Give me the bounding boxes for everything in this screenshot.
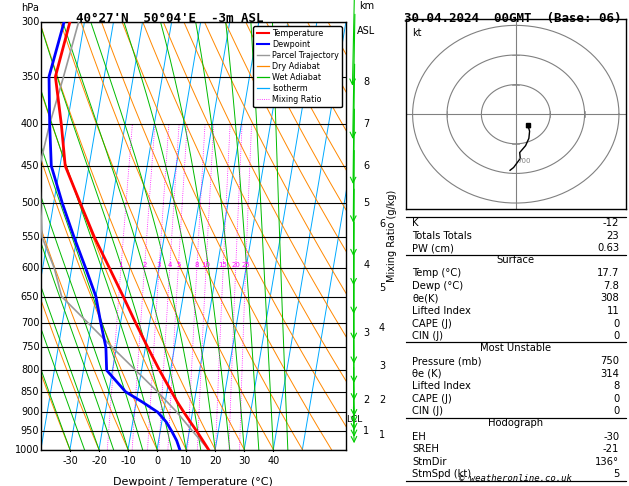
Text: 800: 800 bbox=[21, 365, 40, 375]
Text: kt: kt bbox=[413, 28, 422, 38]
Text: 11: 11 bbox=[606, 306, 619, 316]
Text: 8: 8 bbox=[194, 262, 199, 268]
Text: 8: 8 bbox=[613, 382, 619, 391]
Text: 0: 0 bbox=[154, 456, 160, 466]
Text: CIN (J): CIN (J) bbox=[413, 331, 443, 341]
Text: 0: 0 bbox=[613, 319, 619, 329]
Text: 314: 314 bbox=[600, 369, 619, 379]
Text: hPa: hPa bbox=[21, 3, 40, 13]
Text: 10: 10 bbox=[180, 456, 192, 466]
Text: 950: 950 bbox=[21, 426, 40, 436]
Text: 400: 400 bbox=[21, 119, 40, 129]
Text: PW (cm): PW (cm) bbox=[413, 243, 454, 253]
Text: 600: 600 bbox=[21, 263, 40, 273]
Text: θe(K): θe(K) bbox=[413, 294, 438, 303]
Text: Temp (°C): Temp (°C) bbox=[413, 268, 462, 278]
Text: -21: -21 bbox=[603, 444, 619, 454]
Text: LCL: LCL bbox=[347, 416, 363, 424]
Text: -12: -12 bbox=[603, 218, 619, 228]
Text: 4: 4 bbox=[364, 260, 369, 270]
Text: Hodograph: Hodograph bbox=[488, 418, 543, 428]
Text: 6: 6 bbox=[379, 219, 385, 229]
Text: 5: 5 bbox=[379, 283, 385, 293]
Text: 5: 5 bbox=[613, 469, 619, 479]
Text: EH: EH bbox=[413, 432, 426, 442]
Text: 0.63: 0.63 bbox=[597, 243, 619, 253]
Text: 500: 500 bbox=[21, 198, 40, 208]
Text: -30: -30 bbox=[62, 456, 78, 466]
Text: 550: 550 bbox=[21, 232, 40, 242]
Text: 4: 4 bbox=[167, 262, 172, 268]
Text: 5: 5 bbox=[364, 198, 369, 208]
Text: Pressure (mb): Pressure (mb) bbox=[413, 356, 482, 366]
Text: Lifted Index: Lifted Index bbox=[413, 382, 471, 391]
Text: 0: 0 bbox=[613, 406, 619, 417]
Text: SREH: SREH bbox=[413, 444, 439, 454]
Text: 3: 3 bbox=[157, 262, 161, 268]
Text: 30: 30 bbox=[238, 456, 250, 466]
Text: 750: 750 bbox=[21, 342, 40, 352]
Text: km: km bbox=[359, 1, 374, 11]
Text: 136°: 136° bbox=[595, 457, 619, 467]
Text: ASL: ASL bbox=[357, 26, 376, 36]
Text: 3: 3 bbox=[379, 361, 385, 371]
Text: 20: 20 bbox=[231, 262, 240, 268]
Text: -30: -30 bbox=[603, 432, 619, 442]
Text: 1: 1 bbox=[364, 426, 369, 436]
Text: 700: 700 bbox=[518, 158, 531, 164]
Text: StmSpd (kt): StmSpd (kt) bbox=[413, 469, 471, 479]
Text: 650: 650 bbox=[21, 292, 40, 301]
Text: 3: 3 bbox=[364, 328, 369, 338]
Text: 0: 0 bbox=[613, 394, 619, 404]
Text: 40°27'N  50°04'E  -3m ASL: 40°27'N 50°04'E -3m ASL bbox=[76, 12, 264, 25]
Text: 0: 0 bbox=[613, 331, 619, 341]
Text: 1000: 1000 bbox=[15, 445, 40, 454]
Text: 23: 23 bbox=[606, 231, 619, 241]
Text: 4: 4 bbox=[379, 323, 385, 333]
Text: 308: 308 bbox=[601, 294, 619, 303]
Text: 1: 1 bbox=[379, 430, 385, 440]
Text: 900: 900 bbox=[21, 407, 40, 417]
Text: 15: 15 bbox=[219, 262, 228, 268]
Text: 20: 20 bbox=[209, 456, 221, 466]
Text: 8: 8 bbox=[364, 77, 369, 87]
Text: 450: 450 bbox=[21, 161, 40, 171]
Text: 2: 2 bbox=[379, 395, 385, 405]
Text: 7.8: 7.8 bbox=[603, 281, 619, 291]
Legend: Temperature, Dewpoint, Parcel Trajectory, Dry Adiabat, Wet Adiabat, Isotherm, Mi: Temperature, Dewpoint, Parcel Trajectory… bbox=[253, 26, 342, 107]
Text: Surface: Surface bbox=[497, 255, 535, 265]
Text: 7: 7 bbox=[364, 119, 369, 129]
Text: 30.04.2024  00GMT  (Base: 06): 30.04.2024 00GMT (Base: 06) bbox=[404, 12, 621, 25]
Text: Lifted Index: Lifted Index bbox=[413, 306, 471, 316]
Text: Most Unstable: Most Unstable bbox=[480, 343, 552, 353]
Text: 2: 2 bbox=[364, 395, 369, 405]
Text: 350: 350 bbox=[21, 71, 40, 82]
Text: CAPE (J): CAPE (J) bbox=[413, 319, 452, 329]
Text: Totals Totals: Totals Totals bbox=[413, 231, 472, 241]
Text: -10: -10 bbox=[120, 456, 136, 466]
Text: 6: 6 bbox=[364, 161, 369, 171]
Text: 1: 1 bbox=[119, 262, 123, 268]
Text: 750: 750 bbox=[600, 356, 619, 366]
Text: 10: 10 bbox=[201, 262, 211, 268]
Text: 850: 850 bbox=[21, 387, 40, 397]
Text: StmDir: StmDir bbox=[413, 457, 447, 467]
Text: 25: 25 bbox=[242, 262, 250, 268]
Text: 700: 700 bbox=[21, 318, 40, 328]
Text: © weatheronline.co.uk: © weatheronline.co.uk bbox=[459, 474, 572, 483]
Text: -20: -20 bbox=[91, 456, 107, 466]
Text: 5: 5 bbox=[176, 262, 181, 268]
Text: 300: 300 bbox=[21, 17, 40, 27]
Text: Dewpoint / Temperature (°C): Dewpoint / Temperature (°C) bbox=[113, 477, 274, 486]
Text: θe (K): θe (K) bbox=[413, 369, 442, 379]
Text: 2: 2 bbox=[142, 262, 147, 268]
Text: K: K bbox=[413, 218, 419, 228]
Text: CAPE (J): CAPE (J) bbox=[413, 394, 452, 404]
Text: Dewp (°C): Dewp (°C) bbox=[413, 281, 464, 291]
Text: Mixing Ratio (g/kg): Mixing Ratio (g/kg) bbox=[387, 190, 396, 282]
Text: 40: 40 bbox=[267, 456, 279, 466]
Text: 17.7: 17.7 bbox=[597, 268, 619, 278]
Text: CIN (J): CIN (J) bbox=[413, 406, 443, 417]
